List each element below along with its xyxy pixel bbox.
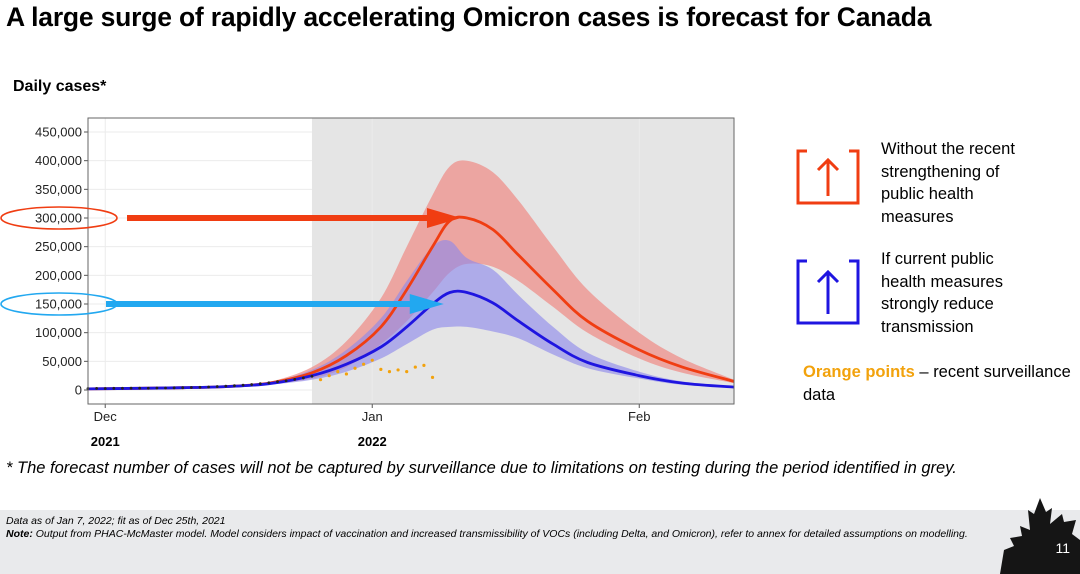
observed-point	[112, 386, 116, 390]
highlight-arrow	[106, 294, 444, 314]
surveillance-point	[387, 370, 392, 374]
surveillance-point	[336, 370, 340, 374]
surveillance-point	[370, 358, 374, 362]
observed-point	[276, 380, 279, 384]
observed-point	[129, 386, 133, 390]
surveillance-point	[344, 372, 348, 376]
observed-point	[103, 387, 107, 390]
model-note: Note: Output from PHAC-McMaster model. M…	[6, 528, 968, 540]
observed-point	[224, 384, 228, 388]
legend-orange-note: Orange points – recent surveillance data	[803, 363, 1071, 404]
plot-frame	[87, 117, 735, 405]
y-tick-label: 350,000	[35, 182, 82, 197]
surveillance-point	[405, 370, 409, 374]
arrow-up-box-icon	[796, 149, 860, 205]
observed-point	[258, 382, 262, 386]
y-tick-label: 100,000	[35, 325, 82, 340]
observed-point	[95, 386, 99, 390]
maple-leaf-icon	[1000, 498, 1080, 574]
arrow-up-box-icon	[796, 259, 860, 325]
surveillance-point	[413, 365, 417, 369]
orange-label: Orange points	[803, 363, 915, 381]
observed-point	[233, 384, 236, 388]
page-number: 11	[1055, 540, 1070, 556]
source-notes: Data as of Jan 7, 2022; fit as of Dec 25…	[6, 515, 996, 541]
observed-point	[172, 386, 176, 390]
footnote: * The forecast number of cases will not …	[6, 459, 957, 477]
highlight-arrow	[127, 208, 461, 228]
observed-point	[189, 386, 193, 389]
observed-point	[138, 386, 142, 390]
footer-bar	[0, 510, 1080, 574]
legend-red-text: Without the recent strengthening of publ…	[881, 140, 1015, 226]
x-tick-label: Dec	[94, 409, 118, 424]
highlight-ellipse	[0, 206, 118, 230]
page-title: A large surge of rapidly accelerating Om…	[6, 2, 932, 32]
legend-blue-text: If current public health measures strong…	[881, 250, 1003, 336]
y-tick-label: 200,000	[35, 268, 82, 283]
observed-point	[215, 385, 219, 388]
surveillance-point	[396, 368, 400, 372]
year-label: 2022	[358, 434, 387, 449]
surveillance-point	[430, 375, 435, 379]
forecast-chart: 0 50,000 100,000 150,000 200,000 250,000 300,0…	[0, 117, 735, 449]
y-tick-label: 150,000	[35, 297, 82, 312]
observed-point	[207, 385, 210, 389]
series-band-0	[88, 160, 734, 389]
surveillance-point	[362, 362, 366, 366]
data-date-line: Data as of Jan 7, 2022; fit as of Dec 25…	[6, 515, 226, 527]
observed-point	[181, 386, 185, 390]
observed-point	[267, 381, 271, 385]
y-tick-label: 50,000	[42, 354, 82, 369]
surveillance-point	[327, 374, 331, 378]
y-tick-label: 300,000	[35, 211, 82, 226]
observed-point	[198, 385, 202, 389]
observed-point	[301, 376, 305, 380]
observed-point	[155, 386, 159, 390]
y-tick-label: 450,000	[35, 125, 82, 140]
surveillance-point	[422, 363, 426, 367]
observed-point	[293, 377, 297, 381]
surveillance-point	[379, 367, 383, 371]
x-tick-label: Jan	[362, 409, 383, 424]
observed-point	[250, 383, 254, 386]
year-label: 2021	[91, 434, 120, 449]
series-band-1	[88, 240, 734, 389]
x-tick-label: Feb	[628, 409, 650, 424]
surveillance-point	[318, 378, 323, 382]
observed-point	[241, 383, 245, 387]
surveillance-point	[353, 366, 357, 370]
y-axis-title: Daily cases*	[13, 78, 107, 95]
observed-point	[146, 386, 150, 390]
observed-point	[310, 374, 314, 378]
observed-point	[164, 386, 167, 390]
observed-point	[121, 386, 124, 390]
y-tick-label: 250,000	[35, 239, 82, 254]
y-tick-label: 0	[75, 383, 82, 398]
observed-point	[284, 379, 288, 383]
y-tick-label: 400,000	[35, 153, 82, 168]
